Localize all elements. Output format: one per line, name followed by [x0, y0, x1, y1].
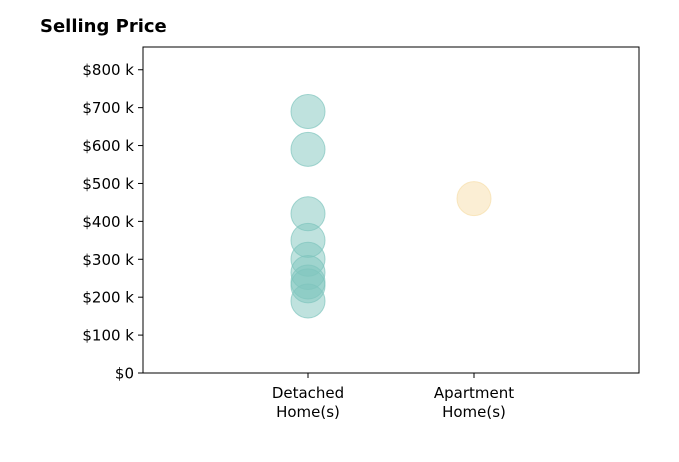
- x-axis: Detached Home(s) Apartment Home(s): [272, 373, 514, 421]
- data-point: [456, 181, 492, 217]
- data-point: [290, 93, 326, 129]
- x-tick-label: Apartment Home(s): [434, 384, 514, 421]
- data-points: [290, 93, 492, 319]
- data-point: [290, 131, 326, 167]
- y-axis: $0 $100 k $200 k $300 k $400 k $500 k $600 k $7…: [82, 61, 143, 383]
- y-tick-label: $100 k: [82, 327, 134, 345]
- data-point: [290, 283, 326, 319]
- y-tick-label: $600 k: [82, 137, 134, 155]
- y-tick-label: $400 k: [82, 213, 134, 231]
- y-tick-label: $500 k: [82, 175, 134, 193]
- y-tick-label: $300 k: [82, 251, 134, 269]
- chart-title: Selling Price: [40, 16, 167, 37]
- y-tick-label: $800 k: [82, 61, 134, 79]
- plot-frame: [142, 46, 640, 374]
- y-tick-label: $700 k: [82, 99, 134, 117]
- y-tick-label: $200 k: [82, 289, 134, 307]
- y-tick-label: $0: [115, 365, 134, 383]
- x-tick-label: Detached Home(s): [272, 384, 344, 421]
